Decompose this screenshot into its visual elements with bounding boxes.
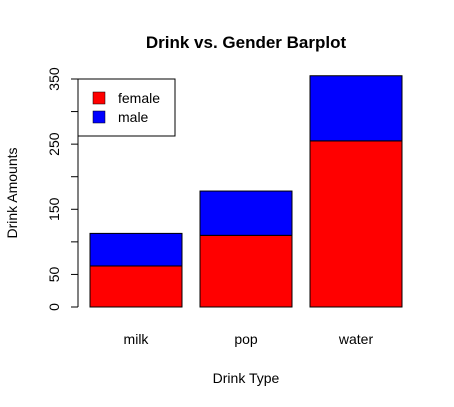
bar-water-female	[309, 140, 403, 308]
y-axis: 0 50 150 250 350	[46, 67, 79, 311]
y-tick-label: 50	[46, 266, 62, 282]
x-axis-label: Drink Type	[213, 370, 280, 386]
bar-milk-male	[89, 232, 183, 267]
bars-group	[89, 75, 403, 308]
x-tick-label-milk: milk	[124, 331, 150, 347]
legend-swatch-male	[92, 110, 106, 124]
y-tick-label: 150	[46, 197, 62, 221]
bar-water-male	[309, 75, 403, 142]
y-tick-label: 350	[46, 67, 62, 91]
legend-label-male: male	[118, 109, 149, 125]
y-tick-label: 0	[46, 303, 62, 311]
y-tick-label: 250	[46, 132, 62, 156]
bar-pop-female	[199, 234, 293, 308]
y-axis-label: Drink Amounts	[4, 147, 20, 238]
x-tick-label-water: water	[338, 331, 374, 347]
legend-box	[77, 78, 176, 137]
bar-pop-male	[199, 190, 293, 236]
x-axis-tick-labels: milk pop water	[124, 331, 374, 347]
x-tick-label-pop: pop	[234, 331, 258, 347]
legend-label-female: female	[118, 90, 160, 106]
legend: female male	[77, 78, 176, 137]
bar-milk-female	[89, 265, 183, 308]
legend-swatch-female	[92, 91, 106, 105]
chart-title: Drink vs. Gender Barplot	[146, 33, 347, 52]
